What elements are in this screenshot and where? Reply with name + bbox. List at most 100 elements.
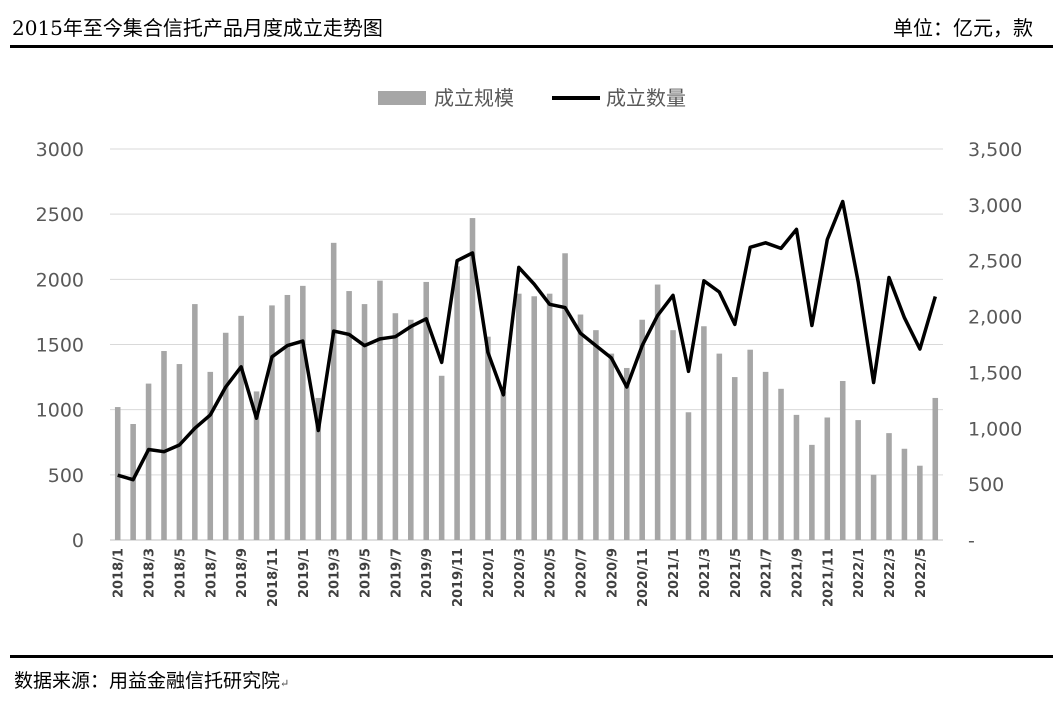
bar [315,397,322,540]
x-tick-label: 2022/1 [852,548,867,598]
x-tick-label: 2020/1 [482,548,497,598]
x-tick-label: 2019/5 [359,548,374,598]
bar [114,407,121,540]
bar [330,242,337,540]
x-tick-label: 2022/3 [883,548,898,598]
x-tick-label: 2021/7 [760,548,775,598]
x-tick-label: 2021/11 [821,548,836,607]
bar [361,304,368,540]
x-tick-label: 2020/7 [574,548,589,598]
bottom-rule [10,655,1053,658]
y-right-tick-label: 1,000 [968,418,1022,440]
bar [161,351,167,540]
y-left-tick-label: 1000 [36,400,84,422]
combo-chart: 0 500 1000 1500 2000 2500 3000 - 500 1,000 1,500 2,… [36,86,1023,607]
y-right-tick-label: 2,000 [968,307,1022,329]
legend-bar-label: 成立规模 [434,86,514,110]
bar [639,319,645,540]
bar [253,391,260,540]
x-tick-label: 2019/3 [328,548,343,598]
x-tick-label: 2020/5 [544,548,559,598]
y-right-tick-label: 3,500 [968,139,1022,161]
bar [346,291,352,540]
y-right-tick-label: 500 [968,474,1004,496]
bar [300,285,306,540]
bar [901,448,908,540]
y-left-tick-label: 1500 [36,335,84,357]
x-tick-label: 2020/11 [636,548,651,607]
bar [377,280,383,540]
bar [747,349,753,540]
bar [130,424,136,540]
source-note: 数据来源：用益金融信托研究院↵ [14,666,289,693]
bar [886,433,892,540]
bar [870,474,877,540]
bar [438,375,445,540]
bar [917,465,923,540]
x-tick-label: 2020/9 [605,548,620,598]
bar [423,281,430,540]
bar [577,314,584,540]
x-tick-label: 2019/7 [389,548,404,598]
x-tick-label: 2021/1 [667,548,682,598]
bar [546,293,553,540]
x-tick-label: 2018/9 [235,548,250,598]
bar [809,444,815,540]
series-line [117,199,937,482]
bar [608,353,615,540]
bar [685,412,692,540]
chart-title: 2015年至今集合信托产品月度成立走势图 [12,16,383,40]
y-right-tick-label: 3,000 [968,195,1022,217]
bar [824,417,831,540]
bar [222,332,229,540]
bar [284,294,291,540]
x-tick-label: 2018/3 [143,548,158,598]
chart-header: 2015年至今集合信托产品月度成立走势图 单位：亿元，款 [0,0,1063,46]
bar [855,420,861,540]
top-rule [10,45,1053,48]
source-text: 数据来源：用益金融信托研究院 [14,670,281,692]
y-right-tick-label: - [968,530,975,552]
bar [207,371,214,540]
x-tick-label: 2021/9 [790,548,805,598]
unit-label: 单位：亿元，款 [893,16,1033,40]
bar [269,305,275,540]
bar [408,319,414,540]
x-tick-label: 2020/3 [513,548,528,598]
y-left-tick-label: 500 [48,465,84,487]
bar [670,330,676,540]
y-left-tick-label: 2500 [36,204,84,226]
x-tick-label: 2018/7 [204,548,219,598]
bar [932,397,939,540]
bar [531,296,537,540]
bar [500,391,507,540]
bar [762,371,769,540]
bar [516,293,522,540]
bar [192,304,198,540]
bar [593,330,599,540]
return-mark: ↵ [280,677,290,690]
bar [731,377,738,540]
x-tick-label: 2019/9 [420,548,435,598]
legend-bar-swatch [378,91,426,105]
bar [145,383,152,540]
y-right-tick-label: 1,500 [968,362,1022,384]
bar [839,380,846,540]
bar [778,388,784,540]
bar [392,313,399,540]
bar [454,266,460,540]
x-tick-label: 2021/3 [698,548,713,598]
bar [176,364,183,540]
bar [716,353,723,540]
bar [485,336,491,540]
x-tick-label: 2018/1 [112,548,127,598]
y-left-tick-label: 2000 [36,269,84,291]
bar [793,414,800,540]
bar [562,253,568,540]
x-tick-label: 2021/5 [729,548,744,598]
bar [623,367,630,540]
legend-line-label: 成立数量 [606,86,686,110]
x-tick-label: 2018/5 [173,548,188,598]
x-tick-label: 2019/1 [297,548,312,598]
y-right-tick-label: 2,500 [968,251,1022,273]
